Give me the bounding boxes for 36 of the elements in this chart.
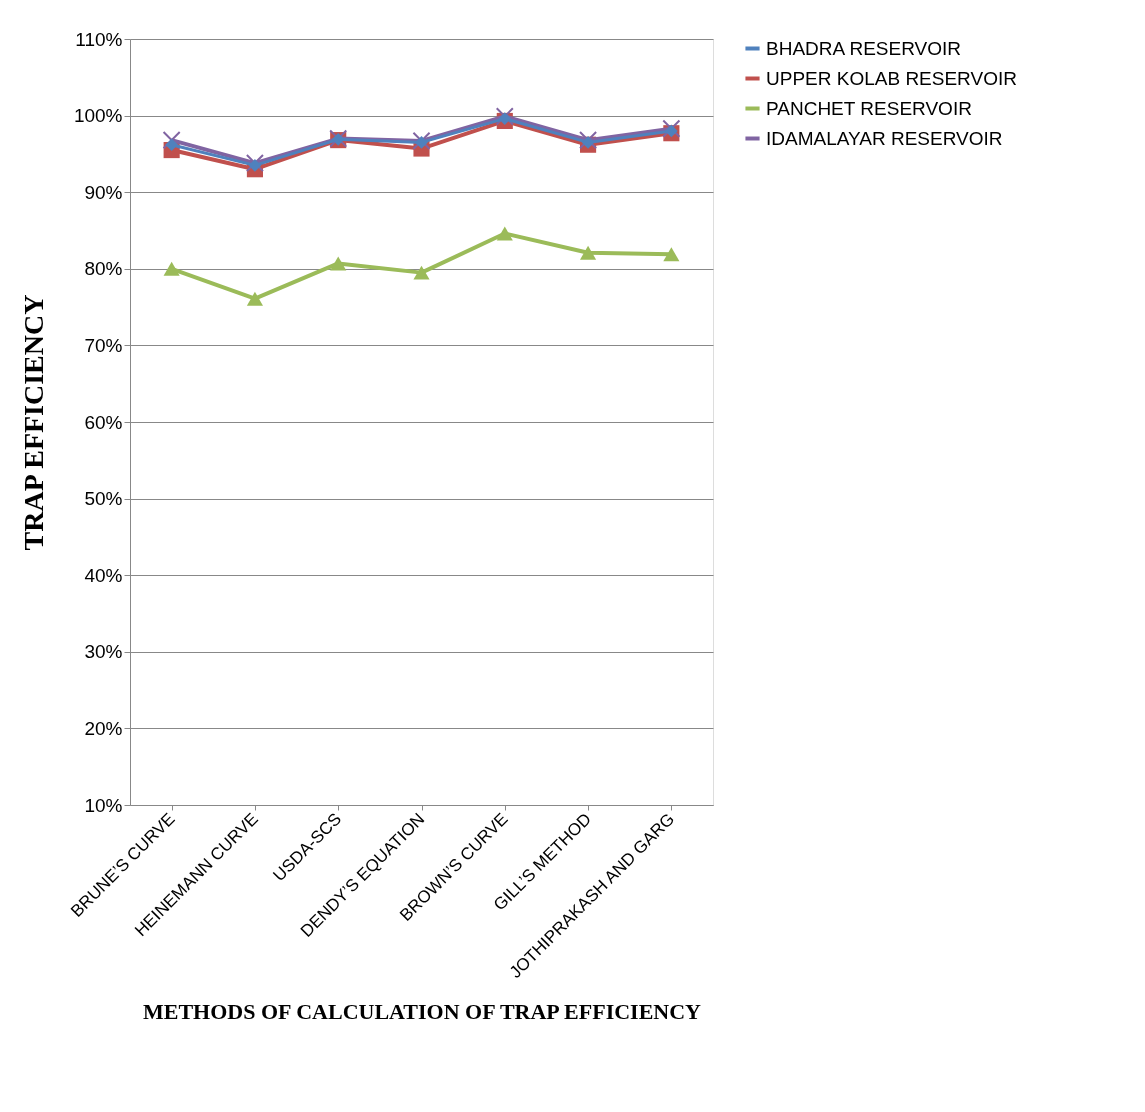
y-tick-label: 40% <box>84 564 123 586</box>
point <box>330 256 347 271</box>
legend-label: UPPER KOLAB RESERVOIR <box>766 67 1017 89</box>
point <box>498 112 512 125</box>
point <box>663 247 680 262</box>
y-tick-label: 10% <box>84 794 123 816</box>
point <box>248 159 262 172</box>
y-tick-label: 20% <box>84 717 123 739</box>
point <box>579 131 598 150</box>
legend-label: PANCHET RESERVOIR <box>766 97 972 119</box>
y-tick-label: 90% <box>84 181 123 203</box>
point <box>665 124 678 138</box>
point <box>496 226 513 241</box>
y-tick-label: 70% <box>84 334 123 356</box>
point <box>162 131 181 150</box>
y-tick-label: 80% <box>84 258 123 280</box>
y-tick-label: 110% <box>75 28 123 50</box>
point <box>246 291 263 306</box>
y-tick-label: 50% <box>84 488 123 510</box>
point <box>415 136 428 149</box>
point <box>245 154 264 173</box>
point <box>163 261 180 276</box>
y-tick-label: 30% <box>84 641 123 663</box>
point <box>413 265 430 280</box>
point <box>495 107 514 126</box>
y-axis-title: TRAP EFFICIENCY <box>17 294 49 551</box>
point <box>581 136 595 149</box>
legend-label: BHADRA RESERVOIR <box>766 37 961 59</box>
legend-label: IDAMALAYAR RESERVOIR <box>766 127 1003 149</box>
point <box>165 138 178 152</box>
point <box>412 131 431 150</box>
y-tick-label: 100% <box>73 105 123 127</box>
point <box>580 245 597 260</box>
x-axis-title: METHODS OF CALCULATION OF TRAP EFFICIENCY <box>143 998 702 1024</box>
y-tick-label: 60% <box>84 411 123 433</box>
point <box>662 119 681 138</box>
